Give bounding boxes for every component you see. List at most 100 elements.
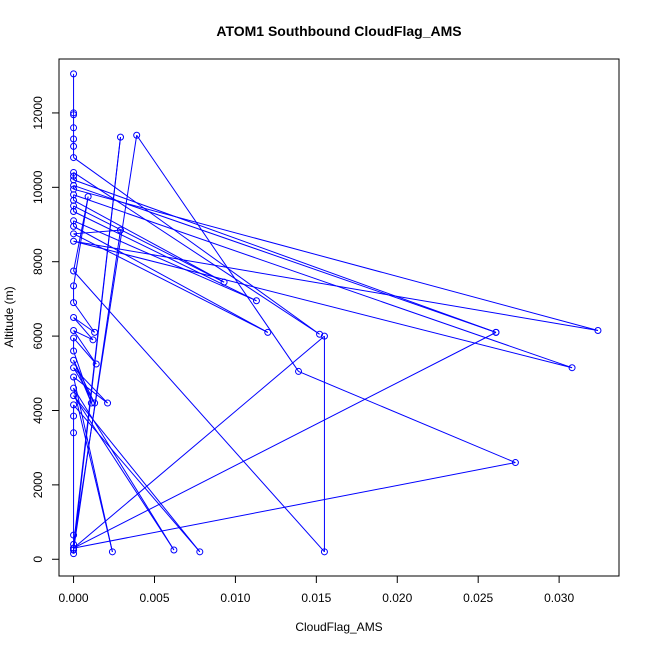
series-lines [73, 73, 599, 554]
data-point [70, 546, 78, 554]
series-segment [73, 360, 96, 404]
y-tick-label: 10000 [31, 170, 45, 204]
series-segment [73, 194, 573, 369]
data-point [70, 154, 78, 162]
series-segment [73, 172, 320, 335]
series-segment [73, 270, 325, 553]
series-segment [73, 205, 225, 283]
data-point [70, 172, 78, 180]
data-point [220, 278, 228, 286]
data-point [295, 367, 303, 375]
data-point [70, 544, 78, 552]
data-point [70, 384, 78, 392]
series-segment [298, 370, 516, 464]
data-point [70, 356, 78, 364]
data-point [70, 373, 78, 381]
series-segment [73, 199, 225, 283]
data-point [70, 111, 78, 119]
series-segment [73, 330, 97, 365]
data-point [568, 364, 576, 372]
series-segment [73, 233, 269, 333]
data-point [70, 181, 78, 189]
series-segment [73, 196, 89, 286]
y-tick-label: 2000 [31, 471, 45, 498]
data-point [70, 531, 78, 539]
x-tick-label: 0.030 [544, 591, 574, 605]
series-segment [73, 240, 573, 369]
data-point [170, 546, 178, 554]
data-point [91, 399, 99, 407]
series-points [70, 70, 602, 558]
data-point [70, 392, 78, 400]
data-point [70, 412, 78, 420]
y-axis-label: Altitude (m) [2, 286, 16, 347]
y-tick-label: 12000 [31, 96, 45, 130]
data-point [70, 70, 78, 78]
series-segment [73, 376, 108, 404]
data-point [492, 328, 500, 336]
data-point [70, 429, 78, 437]
series-segment [73, 387, 175, 551]
data-point [70, 334, 78, 342]
data-point [252, 297, 260, 305]
series-segment [73, 337, 97, 365]
series-segment [73, 331, 497, 549]
data-point [511, 459, 519, 467]
series-segment [73, 388, 113, 552]
data-point [196, 548, 204, 556]
x-axis-label: CloudFlag_AMS [295, 620, 382, 634]
series-segment [73, 395, 175, 551]
y-tick-label: 8000 [31, 248, 45, 275]
data-point [70, 282, 78, 290]
data-point [70, 142, 78, 150]
x-tick-label: 0.025 [463, 591, 493, 605]
y-tick-label: 0 [31, 556, 45, 563]
data-point [70, 364, 78, 372]
series-segment [73, 220, 257, 302]
data-point [264, 328, 272, 336]
plot-frame [58, 58, 620, 577]
x-tick-label: 0.010 [220, 591, 250, 605]
data-point [117, 226, 125, 234]
data-point [70, 207, 78, 215]
x-tick-label: 0.005 [139, 591, 169, 605]
y-axis: 0 2000 4000 6000 8000 10000 12000 [31, 96, 60, 563]
series-segment [73, 137, 121, 545]
series-segment [73, 317, 95, 333]
data-point [108, 548, 116, 556]
series-segment [73, 179, 497, 333]
chart-title: ATOM1 Southbound CloudFlag_AMS [216, 23, 461, 39]
series-segment [73, 395, 201, 553]
data-point [70, 267, 78, 275]
data-point [70, 222, 78, 230]
x-tick-label: 0.000 [59, 591, 89, 605]
data-point [70, 109, 78, 117]
series-segment [73, 404, 201, 553]
data-point [320, 332, 328, 340]
data-point [91, 328, 99, 336]
series-segment [73, 367, 108, 404]
data-point [70, 135, 78, 143]
y-tick-label: 6000 [31, 322, 45, 349]
data-point [316, 330, 324, 338]
series-segment [73, 135, 138, 545]
data-point [92, 360, 100, 368]
series-segment [73, 462, 516, 549]
data-point [70, 124, 78, 132]
series-segment [73, 188, 599, 332]
data-point [84, 193, 92, 201]
data-point [70, 314, 78, 321]
data-point [70, 230, 78, 238]
data-point [133, 131, 141, 139]
data-point [89, 336, 97, 344]
x-tick-label: 0.015 [301, 591, 331, 605]
data-point [594, 327, 602, 335]
series-segment [73, 225, 269, 333]
data-point [117, 133, 125, 141]
series-segment [73, 302, 96, 333]
x-tick-label: 0.020 [382, 591, 412, 605]
data-point [70, 168, 78, 176]
data-point [320, 548, 328, 556]
data-point [70, 327, 78, 335]
